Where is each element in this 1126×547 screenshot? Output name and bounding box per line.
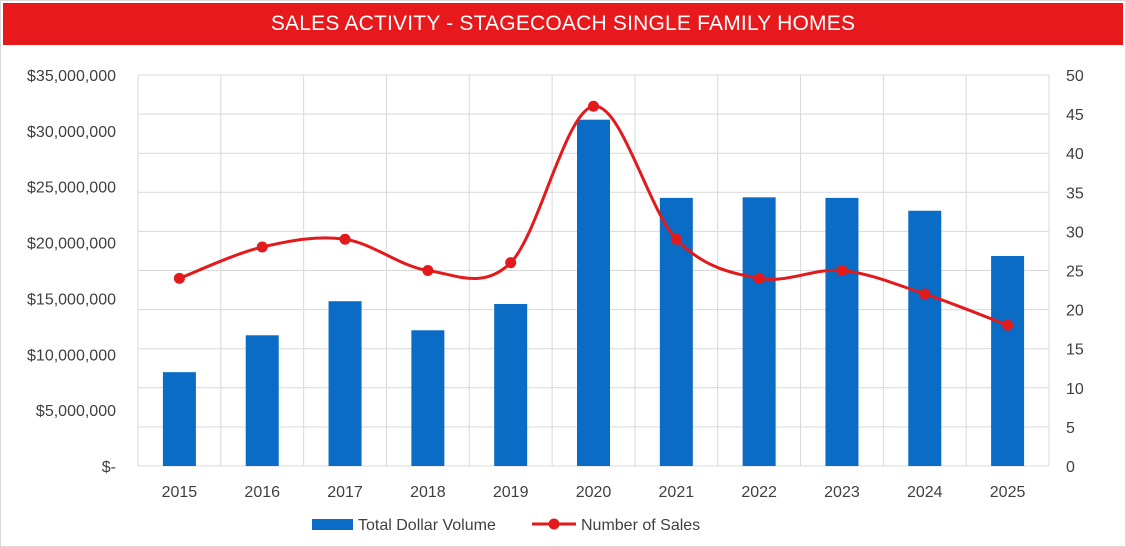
line-point [505,257,517,269]
bar [577,119,610,466]
line-point [339,233,351,245]
line-point [256,241,268,253]
y-right-tick-label: 45 [1066,107,1084,124]
bar [991,255,1025,466]
y-right-tick-label: 40 [1066,146,1084,163]
y-left-tick-label: $20,000,000 [27,236,116,253]
line-point [173,272,185,284]
y-right-tick-label: 30 [1066,224,1084,241]
bar [245,335,279,466]
legend-swatch-bar [312,519,353,530]
x-tick-label: 2021 [659,484,695,501]
bar [494,304,528,466]
x-tick-label: 2019 [493,484,529,501]
x-tick-label: 2015 [162,484,198,501]
line-point [422,265,434,276]
x-tick-label: 2023 [824,484,860,501]
bar [328,301,362,466]
x-tick-label: 2022 [741,484,777,501]
line-point [836,265,848,276]
chart-title-bar: SALES ACTIVITY - STAGECOACH SINGLE FAMIL… [3,3,1123,45]
y-left-tick-label: $15,000,000 [27,291,116,308]
line-point [670,233,682,245]
y-right-tick-label: 35 [1066,185,1084,202]
x-tick-label: 2017 [327,484,363,501]
y-left-tick-label: $30,000,000 [27,124,116,141]
x-tick-label: 2025 [990,484,1026,501]
y-left-tick-label: $10,000,000 [27,347,116,364]
y-left-tick-label: $35,000,000 [27,68,116,85]
x-tick-label: 2024 [907,484,943,501]
y-right-tick-label: 15 [1066,342,1084,359]
legend-label: Total Dollar Volume [358,517,496,534]
y-left-tick-label: $25,000,000 [27,180,116,197]
y-right-tick-label: 50 [1066,68,1084,85]
x-tick-label: 2016 [244,484,280,501]
bar [825,197,859,466]
chart-title: SALES ACTIVITY - STAGECOACH SINGLE FAMIL… [270,12,856,35]
line-point [1002,319,1014,331]
line-point [753,272,765,284]
y-right-tick-label: 20 [1066,303,1084,320]
line-point [588,100,599,112]
x-tick-label: 2018 [410,484,446,501]
y-right-tick-label: 0 [1066,459,1075,476]
bar [162,372,196,466]
bar [742,197,776,466]
y-left-tick-label: $5,000,000 [36,403,116,420]
bar [411,330,445,466]
x-tick-label: 2020 [576,484,612,501]
line-point [919,288,931,300]
bar [908,210,942,466]
y-right-tick-label: 5 [1066,420,1075,437]
y-right-tick-label: 10 [1066,381,1084,398]
y-right-tick-label: 25 [1066,264,1084,281]
legend-swatch-marker [548,518,560,530]
y-left-tick-label: $- [102,459,116,476]
legend-label: Number of Sales [581,517,700,534]
